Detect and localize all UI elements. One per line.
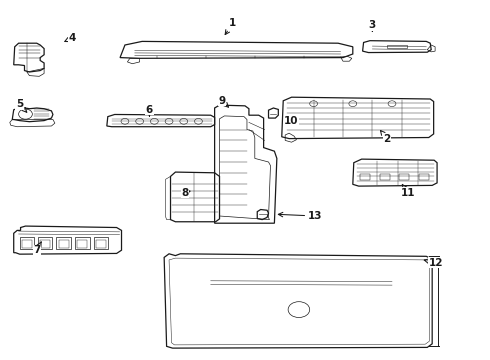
Bar [360, 174, 370, 180]
Text: 1: 1 [225, 18, 236, 35]
Text: 7: 7 [33, 242, 41, 255]
Bar [38, 237, 52, 249]
Text: 6: 6 [146, 105, 153, 116]
Text: 2: 2 [381, 131, 391, 144]
Bar [94, 237, 108, 249]
Bar [20, 237, 34, 249]
Text: 13: 13 [278, 211, 322, 221]
Text: 8: 8 [182, 188, 190, 198]
Bar [380, 174, 390, 180]
Bar [419, 174, 429, 180]
Text: 5: 5 [16, 99, 27, 112]
Text: 4: 4 [65, 33, 76, 43]
Bar [75, 237, 90, 249]
Text: 3: 3 [369, 20, 376, 31]
Bar [59, 240, 69, 248]
Text: 9: 9 [219, 96, 228, 107]
Text: 10: 10 [284, 116, 299, 126]
Bar [96, 240, 106, 248]
Bar [22, 240, 32, 248]
Bar [77, 240, 87, 248]
Text: 11: 11 [400, 184, 415, 198]
Text: 12: 12 [424, 258, 443, 268]
Bar [40, 240, 50, 248]
Bar [399, 174, 409, 180]
Bar [56, 237, 71, 249]
